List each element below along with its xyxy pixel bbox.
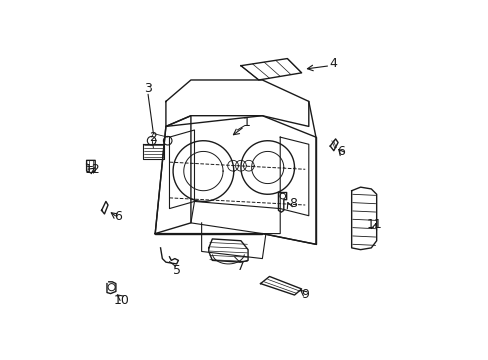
Text: 1: 1 [242,116,250,129]
Text: 8: 8 [288,197,296,210]
Text: 11: 11 [366,218,381,231]
Text: 6: 6 [114,210,122,223]
Text: 5: 5 [172,264,180,276]
Text: 2: 2 [149,131,157,144]
Text: 9: 9 [301,288,308,301]
Text: 7: 7 [237,260,244,273]
Text: 12: 12 [84,163,101,176]
Text: 10: 10 [113,294,129,307]
Text: 6: 6 [336,145,344,158]
Text: 3: 3 [144,82,152,95]
Text: 4: 4 [329,57,337,71]
